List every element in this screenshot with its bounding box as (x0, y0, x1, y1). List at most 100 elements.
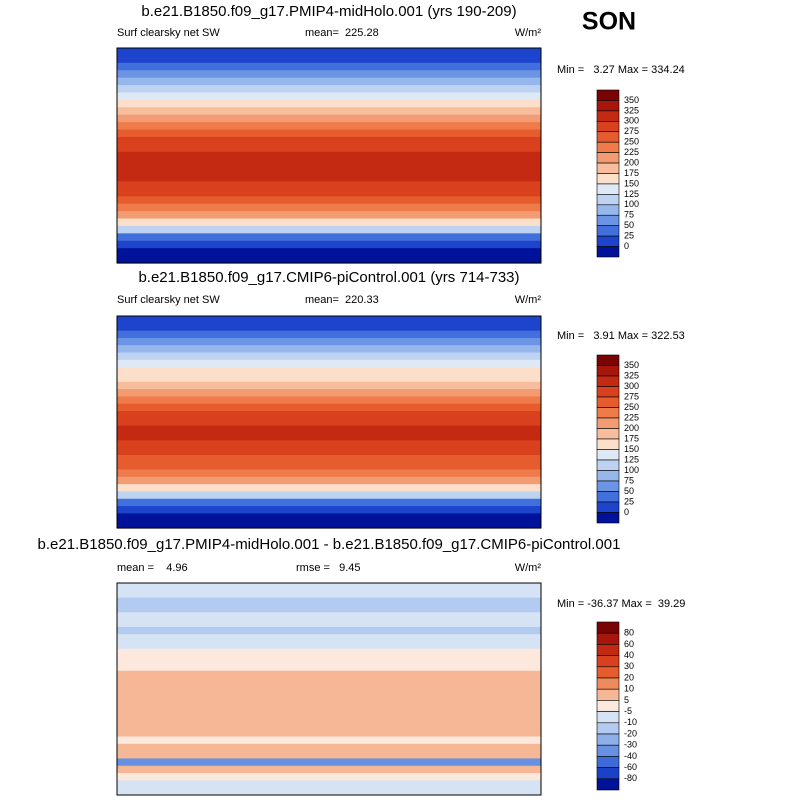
colorbar-box (596, 688, 620, 701)
map-band (117, 136, 541, 145)
colorbar-box (596, 767, 620, 780)
map-band (117, 648, 541, 657)
colorbar-label: 300 (624, 381, 639, 391)
map-band (117, 159, 541, 168)
map-band (117, 758, 541, 767)
colorbar-box (596, 121, 620, 133)
colorbar-label: 25 (624, 496, 634, 506)
map-band (117, 506, 541, 514)
colorbar-box (596, 214, 620, 226)
map-band (117, 240, 541, 249)
map-band (117, 188, 541, 197)
colorbar-box (596, 365, 620, 377)
colorbar-label: 0 (624, 241, 629, 251)
colorbar-box (596, 459, 620, 471)
map-band (117, 144, 541, 153)
colorbar-label: -60 (624, 762, 637, 772)
colorbar-box (596, 449, 620, 461)
left-label: Surf clearsky net SW (117, 294, 220, 306)
map-band (117, 418, 541, 427)
colorbar-box (596, 700, 620, 712)
map-band (117, 626, 541, 635)
map-band (117, 780, 541, 789)
map-band (117, 374, 541, 383)
colorbar-box (596, 470, 620, 482)
colorbar-label: 75 (624, 475, 634, 485)
map-band (117, 352, 541, 361)
map-band (117, 166, 541, 175)
colorbar-box (596, 194, 620, 206)
map-band (117, 714, 541, 723)
map-band (117, 765, 541, 774)
colorbar-box (596, 655, 620, 668)
colorbar-label: 40 (624, 650, 634, 660)
colorbar-box (596, 141, 620, 153)
map-band (117, 337, 541, 346)
map-band (117, 484, 541, 493)
map-band (117, 211, 541, 220)
map-band (117, 447, 541, 456)
colorbar-label: 300 (624, 116, 639, 126)
map-band (117, 773, 541, 781)
map-band (117, 151, 541, 160)
colorbar-label: 5 (624, 695, 629, 705)
colorbar-label: 350 (624, 360, 639, 370)
colorbar-label: 60 (624, 639, 634, 649)
map-band (117, 233, 541, 242)
map-band (117, 70, 541, 79)
panel-title: b.e21.B1850.f09_g17.CMIP6-piControl.001 … (138, 269, 519, 286)
colorbar-box (596, 235, 620, 247)
units-label: W/m² (515, 562, 542, 574)
colorbar-label: 250 (624, 137, 639, 147)
colorbar-label: 350 (624, 95, 639, 105)
colorbar-box (596, 183, 620, 195)
map-band (117, 316, 541, 324)
colorbar-label: 200 (624, 157, 639, 167)
map-band (117, 62, 541, 71)
colorbar-box (596, 407, 620, 419)
map-band (117, 99, 541, 108)
map-band (117, 181, 541, 190)
colorbar-box (596, 756, 620, 768)
map-band (117, 323, 541, 332)
colorbar-box (596, 162, 620, 174)
colorbar-label: 100 (624, 465, 639, 475)
colorbar-label: 225 (624, 412, 639, 422)
colorbar-label: 175 (624, 433, 639, 443)
colorbar-box (596, 396, 620, 408)
colorbar-label: 325 (624, 370, 639, 380)
map-band (117, 462, 541, 471)
map-band (117, 729, 541, 738)
map-band (117, 663, 541, 672)
colorbar-box (596, 621, 620, 634)
colorbar-box (596, 722, 620, 735)
colorbar-label: 275 (624, 126, 639, 136)
colorbar-label: 125 (624, 189, 639, 199)
colorbar-label: 275 (624, 391, 639, 401)
map-band (117, 248, 541, 257)
map-band (117, 114, 541, 123)
map-band (117, 513, 541, 522)
units-label: W/m² (515, 27, 542, 39)
map-band (117, 122, 541, 131)
map-band (117, 656, 541, 665)
map-band (117, 498, 541, 507)
colorbar-label: 250 (624, 402, 639, 412)
colorbar-box (596, 778, 620, 791)
colorbar-box (596, 428, 620, 440)
colorbar-label: 30 (624, 661, 634, 671)
colorbar-label: -40 (624, 751, 637, 761)
colorbar-box (596, 375, 620, 387)
season-label: SON (582, 8, 636, 36)
map-band (117, 85, 541, 94)
panel-title: b.e21.B1850.f09_g17.PMIP4-midHolo.001 (y… (141, 3, 516, 20)
colorbar-box (596, 354, 620, 366)
map-band (117, 255, 541, 264)
colorbar-box (596, 733, 620, 746)
colorbar-box (596, 204, 620, 216)
colorbar-box (596, 480, 620, 492)
map-band (117, 634, 541, 643)
map-band (117, 411, 541, 419)
map-band (117, 345, 541, 354)
map-band (117, 699, 541, 708)
